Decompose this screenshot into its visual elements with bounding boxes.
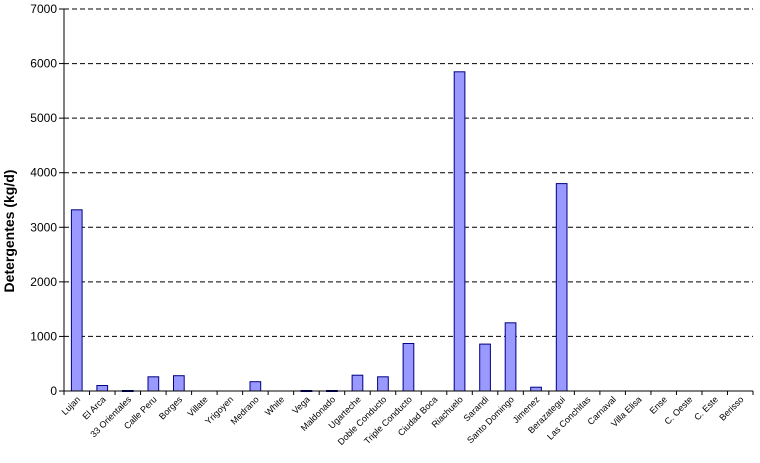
x-tick-label: Santo Domingo	[465, 394, 516, 445]
y-tick-label: 1000	[30, 329, 57, 343]
y-tick-label: 6000	[30, 57, 57, 71]
x-tick-label: Berisso	[717, 394, 745, 422]
bar	[249, 381, 262, 392]
x-tick-label: C. Oeste	[662, 394, 694, 426]
bar	[555, 183, 568, 392]
y-tick-label: 2000	[30, 275, 57, 289]
bar	[479, 343, 491, 392]
x-tick-label: Ense	[648, 394, 670, 416]
bar	[173, 375, 185, 392]
bar	[453, 71, 466, 392]
axes	[59, 8, 754, 395]
bar	[70, 209, 83, 392]
y-tick-label: 3000	[30, 220, 57, 234]
x-tick-label: Vega	[290, 394, 312, 416]
x-tick-label: C. Este	[692, 394, 720, 422]
bar	[96, 385, 109, 392]
grid-lines	[64, 8, 753, 337]
y-axis-label: Detergentes (kg/d)	[1, 170, 17, 293]
y-tick-label: 4000	[30, 166, 57, 180]
bar	[402, 343, 415, 392]
y-tick-label: 7000	[30, 2, 57, 16]
bar	[530, 386, 542, 392]
bar	[147, 376, 160, 392]
x-tick-label: White	[263, 394, 286, 417]
bar	[504, 322, 517, 392]
bar	[351, 374, 364, 392]
x-tick-label: Villate	[186, 394, 210, 418]
bars	[70, 71, 568, 392]
x-tick-label: Medrano	[229, 394, 261, 426]
y-tick-label: 0	[50, 384, 57, 398]
y-tick-label: 5000	[30, 111, 57, 125]
x-tick-label: Borges	[157, 394, 185, 422]
bar	[377, 376, 389, 392]
y-tick-labels: 0 1000 2000 3000 4000 5000 6000 7000	[30, 2, 57, 398]
x-tick-label: Lujan	[60, 394, 83, 417]
